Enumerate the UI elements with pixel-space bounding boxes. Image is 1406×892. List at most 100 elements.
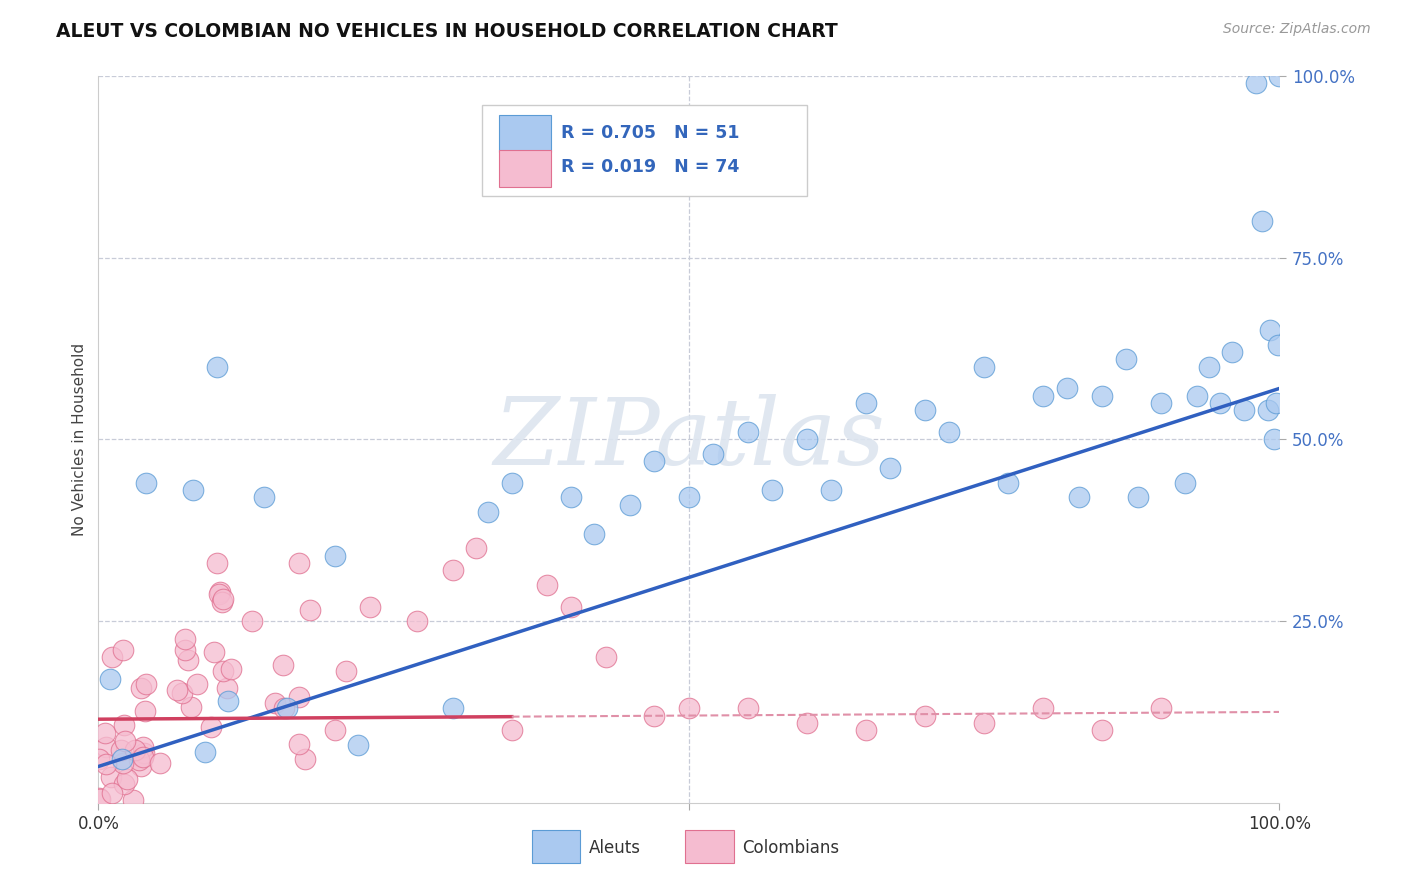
FancyBboxPatch shape — [685, 830, 734, 863]
Point — [737, 701, 759, 715]
Point — [595, 650, 617, 665]
Point — [1115, 352, 1137, 367]
Text: R = 0.705   N = 51: R = 0.705 N = 51 — [561, 123, 740, 142]
Point — [1220, 345, 1243, 359]
Text: Aleuts: Aleuts — [589, 838, 641, 857]
Point — [149, 756, 172, 770]
Point — [583, 526, 606, 541]
Point — [855, 396, 877, 410]
Point — [643, 454, 665, 468]
Point — [215, 681, 238, 696]
Point — [997, 475, 1019, 490]
Point — [131, 750, 153, 764]
Point — [211, 595, 233, 609]
Point — [702, 447, 724, 461]
Point — [264, 697, 287, 711]
Point — [129, 681, 152, 695]
Point — [973, 715, 995, 730]
Point — [132, 746, 155, 760]
Point — [1258, 323, 1281, 337]
Point — [288, 556, 311, 570]
Text: ALEUT VS COLOMBIAN NO VEHICLES IN HOUSEHOLD CORRELATION CHART: ALEUT VS COLOMBIAN NO VEHICLES IN HOUSEH… — [56, 22, 838, 41]
Point — [796, 432, 818, 446]
Point — [180, 700, 202, 714]
Point — [205, 556, 228, 570]
Point — [501, 475, 523, 490]
Point — [761, 483, 783, 498]
Point — [221, 662, 243, 676]
Point — [1091, 723, 1114, 737]
Point — [1264, 396, 1286, 410]
Point — [87, 751, 110, 765]
Point — [536, 578, 558, 592]
Point — [1267, 338, 1289, 352]
Point — [1198, 359, 1220, 374]
Point — [101, 649, 124, 664]
Point — [441, 701, 464, 715]
Point — [1056, 381, 1078, 395]
Point — [737, 425, 759, 439]
Y-axis label: No Vehicles in Household: No Vehicles in Household — [72, 343, 87, 536]
Point — [1032, 701, 1054, 715]
Point — [111, 642, 134, 657]
Point — [560, 599, 582, 614]
Point — [111, 752, 134, 766]
Point — [299, 602, 322, 616]
Point — [1174, 475, 1197, 490]
Point — [112, 776, 135, 790]
Point — [914, 708, 936, 723]
Point — [208, 585, 231, 599]
Point — [1233, 403, 1256, 417]
Point — [477, 505, 499, 519]
Point — [129, 759, 152, 773]
Point — [87, 791, 110, 805]
Point — [115, 772, 138, 786]
Point — [1067, 491, 1090, 505]
Point — [112, 756, 135, 770]
Point — [294, 751, 316, 765]
Point — [273, 701, 295, 715]
Point — [938, 425, 960, 439]
Point — [132, 739, 155, 754]
Point — [186, 677, 208, 691]
Text: ZIPatlas: ZIPatlas — [494, 394, 884, 484]
Point — [177, 653, 200, 667]
Point — [323, 723, 346, 737]
Point — [323, 549, 346, 563]
Point — [1257, 403, 1279, 417]
Point — [335, 664, 357, 678]
Point — [796, 715, 818, 730]
Point — [181, 483, 204, 498]
FancyBboxPatch shape — [499, 150, 551, 187]
Point — [240, 614, 263, 628]
Point — [101, 786, 124, 800]
Point — [465, 541, 488, 556]
FancyBboxPatch shape — [499, 115, 551, 153]
Point — [194, 745, 217, 759]
Point — [914, 403, 936, 417]
FancyBboxPatch shape — [482, 105, 807, 195]
Point — [124, 743, 146, 757]
Point — [271, 658, 294, 673]
Point — [134, 705, 156, 719]
Point — [1091, 389, 1114, 403]
Point — [170, 686, 193, 700]
Point — [1263, 432, 1285, 446]
Point — [114, 717, 136, 731]
Point — [202, 645, 225, 659]
Point — [174, 643, 197, 657]
Point — [1185, 389, 1208, 403]
Point — [253, 491, 276, 505]
Point — [820, 483, 842, 498]
Point — [619, 498, 641, 512]
Point — [217, 694, 239, 708]
Point — [406, 614, 429, 628]
Point — [94, 725, 117, 739]
Point — [678, 491, 700, 505]
Point — [441, 563, 464, 577]
Point — [132, 750, 155, 764]
Text: Colombians: Colombians — [742, 838, 839, 857]
Point — [211, 664, 233, 678]
Point — [1032, 389, 1054, 403]
Text: R = 0.019   N = 74: R = 0.019 N = 74 — [561, 159, 740, 177]
